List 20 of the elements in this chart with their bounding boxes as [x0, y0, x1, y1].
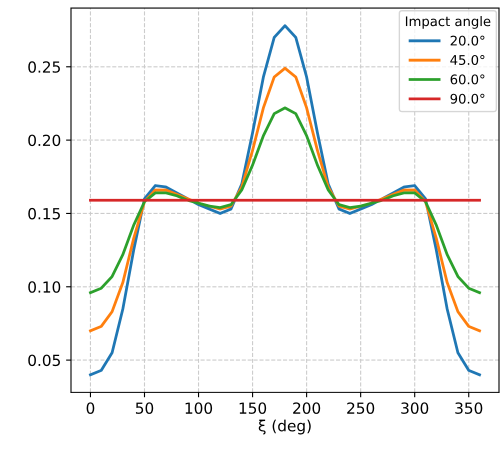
x-tick-label: 0: [86, 402, 94, 414]
y-tick-label: 0.25: [28, 61, 60, 73]
x-tick-label: 50: [136, 402, 154, 414]
x-tick-label: 150: [240, 402, 266, 414]
x-axis-title: ξ (deg): [258, 420, 311, 434]
legend-label: 45.0°: [450, 55, 484, 65]
x-tick-label: 250: [347, 402, 374, 414]
y-tick-label: 0.20: [28, 134, 60, 146]
y-tick-label: 0.15: [28, 208, 60, 220]
y-tick-label: 0.10: [28, 281, 60, 293]
x-tick-label: 200: [293, 402, 320, 414]
line-series: [89, 106, 481, 294]
x-tick-label: 100: [186, 402, 212, 414]
x-tick-label: 350: [455, 402, 482, 414]
legend-label: 60.0°: [450, 74, 484, 84]
legend-title: Impact angle: [406, 16, 490, 29]
legend-label: 90.0°: [450, 94, 484, 104]
x-tick-label: 300: [401, 402, 428, 414]
y-tick-label: 0.05: [28, 354, 60, 366]
legend-label: 20.0°: [450, 36, 484, 46]
